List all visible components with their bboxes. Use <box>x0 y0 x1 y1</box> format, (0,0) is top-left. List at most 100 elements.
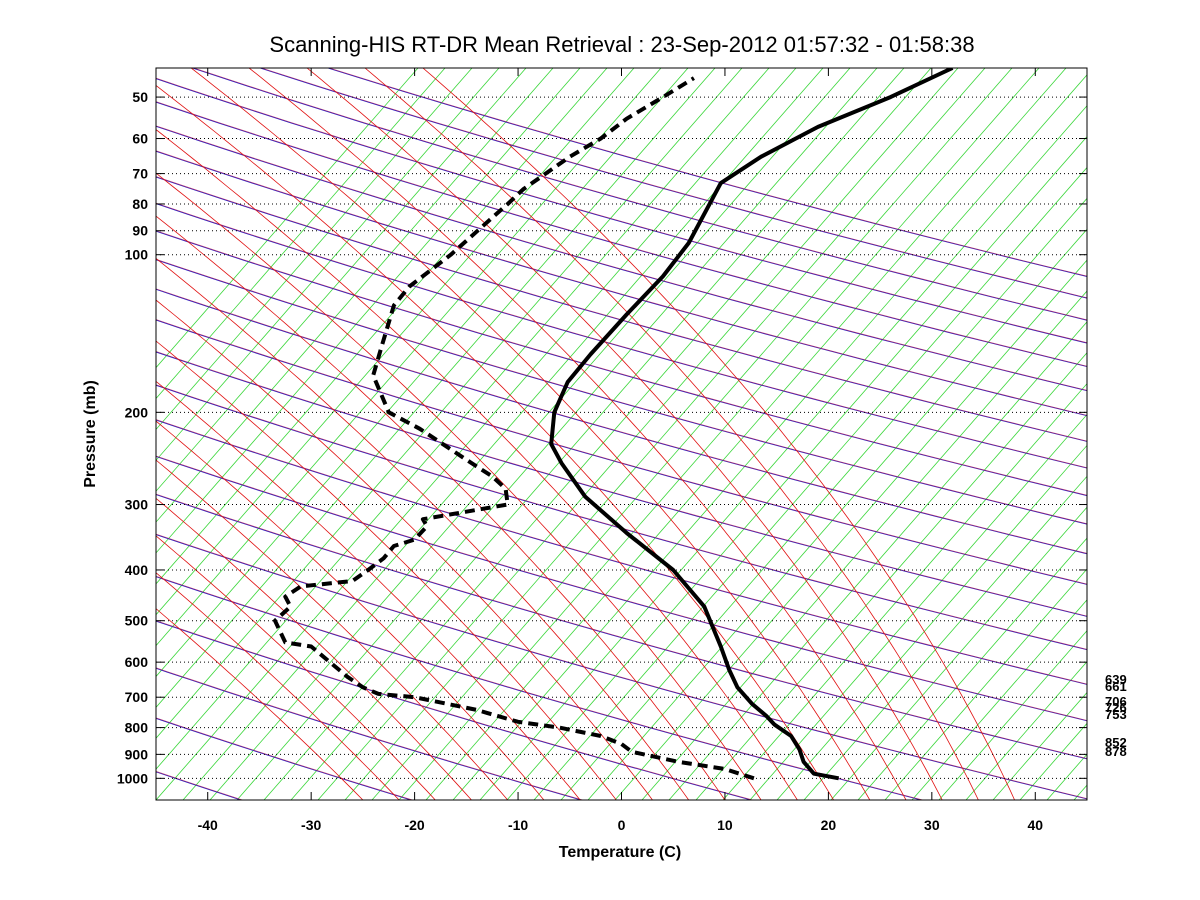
profile-series <box>273 68 954 781</box>
isotherm-line <box>425 68 1067 800</box>
dry-adiabat-line <box>156 101 1087 368</box>
moist-adiabat-line <box>156 535 436 800</box>
isotherm-line <box>614 259 1087 800</box>
y-tick-label: 80 <box>132 196 148 212</box>
isotherm-line <box>156 68 662 647</box>
isotherm-line <box>398 68 1040 800</box>
y-axis-ticks: 50 60 70 80 90 100 200 300 400 500 600 700 800 900 100… <box>117 89 1087 786</box>
isotherm-line <box>156 68 689 678</box>
moist-adiabat-line <box>156 299 653 800</box>
right-side-label: 706 <box>1105 694 1127 709</box>
dry-adiabat-line <box>193 68 1087 321</box>
x-axis-ticks: -40 -30 -20 -10 0 10 20 30 40 <box>198 68 1043 833</box>
isotherm-line <box>830 506 1087 800</box>
dry-adiabat-line <box>156 150 1087 417</box>
isotherm-line <box>938 630 1087 800</box>
moist-adiabat-line <box>306 68 943 800</box>
moist-adiabat-line <box>364 68 979 800</box>
right-side-label: 878 <box>1105 744 1127 759</box>
isotherm-line <box>156 68 473 431</box>
dry-adiabat-line <box>156 533 1087 799</box>
dry-adiabat-line <box>156 78 1087 344</box>
dry-adiabat-line <box>156 101 1087 367</box>
dry-adiabat-line <box>156 319 1087 585</box>
dry-adiabat-line <box>156 384 1087 651</box>
dry-adiabat-line <box>156 319 1087 585</box>
y-tick-label: 600 <box>125 654 149 670</box>
dry-adiabat-line <box>156 202 1087 469</box>
y-tick-label: 70 <box>132 166 148 182</box>
x-tick-label: -30 <box>301 817 321 833</box>
x-tick-label: 10 <box>717 817 733 833</box>
x-tick-label: 30 <box>924 817 940 833</box>
isotherm-line <box>156 68 743 739</box>
isotherm-line <box>317 68 959 800</box>
isotherm-line <box>156 68 770 770</box>
dry-adiabat-line <box>156 288 1087 554</box>
isotherm-line <box>668 321 1087 800</box>
dry-adiabat-line <box>156 176 1087 442</box>
dry-adiabat-line <box>156 384 1087 650</box>
isotherm-line <box>695 352 1087 800</box>
isotherm-line <box>344 68 986 800</box>
dry-adiabat-line <box>156 259 1087 525</box>
dry-adiabat-line <box>156 125 1087 392</box>
isotherm-line <box>156 68 419 369</box>
moist-adiabat-line <box>156 608 364 800</box>
isotherm-line <box>641 290 1087 800</box>
y-tick-label: 900 <box>125 746 149 762</box>
moist-adiabat-line <box>156 420 545 800</box>
dry-adiabat-line <box>156 620 753 800</box>
moist-adiabat-line <box>422 68 1015 800</box>
isotherm-line <box>479 105 1087 800</box>
dry-adiabat-line <box>156 493 1087 759</box>
isotherm-line <box>587 228 1087 800</box>
dry-adiabat-line <box>156 77 1087 344</box>
isotherm-line <box>857 537 1087 800</box>
y-tick-label: 60 <box>132 131 148 147</box>
isotherm-line <box>156 68 716 708</box>
dry-adiabat-line <box>156 125 1087 391</box>
dry-adiabat-line <box>156 230 1087 497</box>
isotherm-line <box>156 68 797 800</box>
isotherm-line <box>965 660 1087 800</box>
moist-adiabat-line <box>156 215 726 800</box>
dry-adiabat-line <box>156 351 1087 617</box>
isotherm-line <box>884 568 1087 800</box>
right-side-label: 753 <box>1105 707 1127 722</box>
y-tick-label: 500 <box>125 613 149 629</box>
x-tick-label: 20 <box>821 817 837 833</box>
isotherm-line <box>156 68 527 492</box>
right-side-label: 661 <box>1105 679 1127 694</box>
dry-adiabat-line <box>329 68 1087 277</box>
isotherm-line <box>156 68 608 585</box>
isotherm-line <box>506 136 1087 800</box>
isotherm-line <box>452 74 1087 800</box>
y-axis-label: Pressure (mb) <box>82 380 99 488</box>
isotherm-line <box>156 68 446 400</box>
isotherm-line <box>156 68 500 461</box>
isotherm-line <box>749 413 1087 800</box>
x-tick-label: 0 <box>618 817 626 833</box>
y-tick-label: 50 <box>132 89 148 105</box>
isotherm-line <box>776 444 1087 800</box>
moist-adiabat-line <box>156 340 617 800</box>
isotherm-line <box>156 68 581 554</box>
dry-adiabat-line <box>156 667 583 800</box>
dry-adiabat-line <box>156 419 1087 685</box>
right-side-label: 726 <box>1105 700 1127 715</box>
x-axis-label: Temperature (C) <box>559 844 681 861</box>
dry-adiabat-line <box>192 68 1087 321</box>
moist-adiabat-line <box>156 129 798 800</box>
dry-adiabat-line <box>156 288 1087 555</box>
dry-adiabat-line <box>156 150 1087 416</box>
dry-adiabat-line <box>156 620 752 800</box>
dry-adiabat-line <box>156 455 1087 722</box>
right-side-label: 852 <box>1105 735 1127 750</box>
dry-adiabat-line <box>327 68 1087 277</box>
dry-adiabat-line <box>156 203 1087 469</box>
moist-adiabat-line <box>156 257 690 800</box>
moist-adiabat-line <box>156 380 581 800</box>
dry-adiabat-line <box>156 455 1087 721</box>
